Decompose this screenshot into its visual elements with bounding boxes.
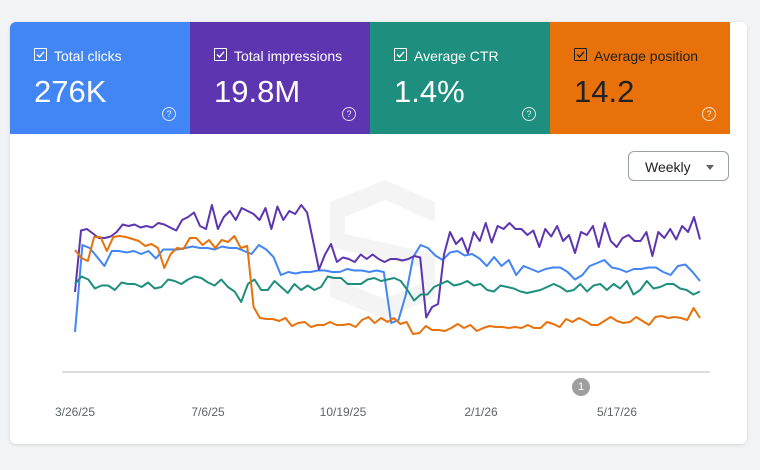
checkbox-checked-icon[interactable] [34,48,47,61]
metric-label: Total clicks [54,48,122,64]
metric-card-average-position[interactable]: Average position 14.2 ? [550,22,730,134]
metric-label: Average position [594,48,699,64]
x-tick-label: 10/19/25 [320,405,367,419]
dropdown-label: Weekly [645,159,691,175]
help-icon[interactable]: ? [702,107,716,121]
help-icon[interactable]: ? [162,107,176,121]
series-line-total-impressions[interactable] [74,204,701,319]
watermark-logo-icon [330,180,435,319]
x-tick-label: 2/1/26 [464,405,498,419]
checkbox-checked-icon[interactable] [394,48,407,61]
performance-chart[interactable]: 3/26/25 7/6/25 10/19/25 2/1/26 5/17/26 [10,22,747,444]
granularity-dropdown[interactable]: Weekly [628,151,729,181]
metric-value: 14.2 [574,74,635,109]
metric-card-total-impressions[interactable]: Total impressions 19.8M ? [190,22,370,134]
help-icon[interactable]: ? [342,107,356,121]
checkbox-checked-icon[interactable] [214,48,227,61]
x-tick-label: 7/6/25 [191,405,225,419]
metric-label: Total impressions [234,48,343,64]
x-tick-label: 3/26/25 [55,405,95,419]
metric-cards: Total clicks 276K ? Total impressions 19… [10,22,731,134]
caret-down-icon [706,165,714,170]
series-line-average-ctr[interactable] [74,275,701,303]
metric-value: 276K [34,74,107,109]
x-tick-label: 5/17/26 [597,405,637,419]
metric-value: 1.4% [394,74,465,109]
series-layer [74,204,701,335]
metric-value: 19.8M [214,74,301,109]
series-line-average-position[interactable] [74,235,701,335]
help-icon[interactable]: ? [522,107,536,121]
metric-card-total-clicks[interactable]: Total clicks 276K ? [10,22,190,134]
checkbox-checked-icon[interactable] [574,48,587,61]
performance-card: Total clicks 276K ? Total impressions 19… [10,22,747,444]
metric-card-average-ctr[interactable]: Average CTR 1.4% ? [370,22,550,134]
x-tick-labels: 3/26/25 7/6/25 10/19/25 2/1/26 5/17/26 [55,405,637,419]
annotation-marker[interactable]: 1 [572,378,590,396]
metric-label: Average CTR [414,48,499,64]
